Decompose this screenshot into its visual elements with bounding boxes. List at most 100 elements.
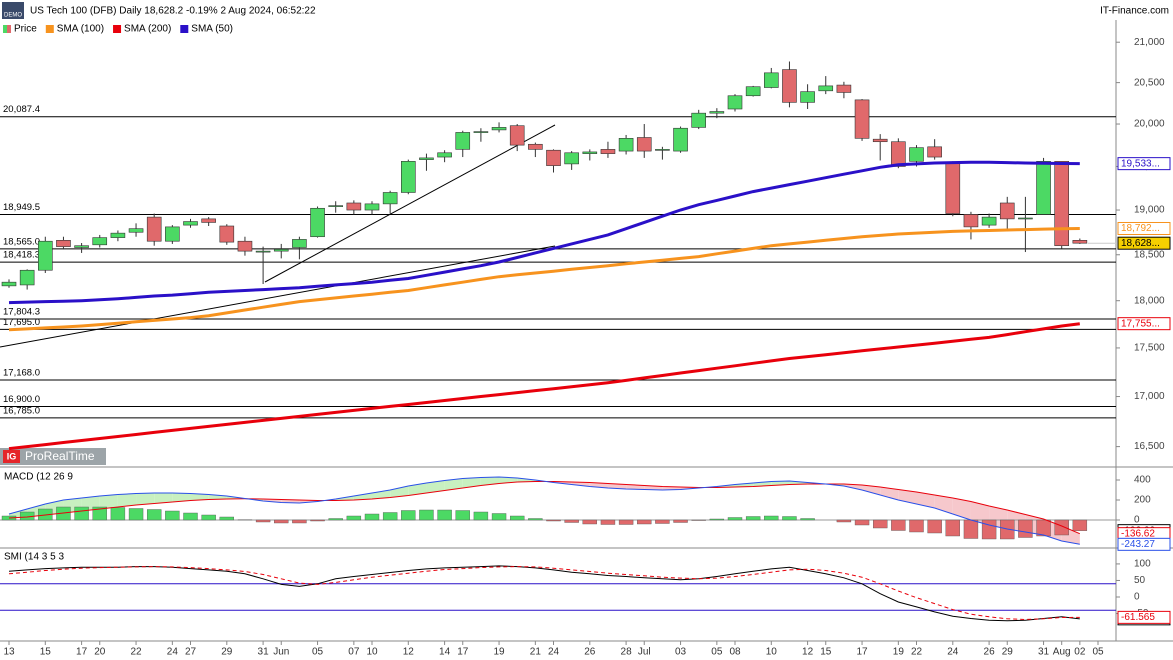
candle-body: [618, 138, 634, 152]
candle-body: [19, 269, 35, 286]
macd-bar: [963, 519, 979, 539]
x-tick-label: 14: [439, 647, 451, 658]
candle-body: [56, 240, 71, 247]
x-tick-label: 24: [947, 647, 959, 658]
candle-body: [346, 202, 362, 211]
candle-body: [509, 125, 525, 146]
macd-bar: [328, 518, 343, 521]
y-tick-label: 18,500: [1134, 249, 1165, 260]
candle-body: [37, 240, 53, 271]
candle-body: [310, 207, 325, 238]
x-tick-label: 05: [312, 647, 324, 658]
candle-body: [1, 281, 17, 287]
candle-body: [237, 240, 253, 252]
logo-brand: IG: [7, 451, 17, 461]
macd-fill: [154, 493, 173, 504]
candle-body: [400, 161, 416, 193]
panel-label-box: [2, 550, 76, 563]
last-value-label: 18,628...: [1121, 238, 1160, 249]
candle-body: [927, 146, 942, 158]
candle-body: [836, 84, 852, 93]
macd-bar: [110, 507, 126, 521]
macd-fill: [916, 492, 935, 508]
x-tick-label: 21: [530, 647, 542, 658]
candle-body: [74, 245, 89, 248]
macd-bar: [455, 510, 470, 521]
candle-body: [763, 72, 779, 88]
macd-bar: [981, 519, 997, 540]
macd-bar: [564, 519, 579, 523]
macd-bar: [364, 513, 380, 521]
x-tick-label: 28: [621, 647, 633, 658]
last-value-box: [1117, 610, 1171, 624]
last-value-label: -243.27: [1121, 539, 1155, 550]
x-tick-label: 13: [3, 647, 15, 658]
legend-swatch: [113, 25, 122, 33]
x-tick-label: 19: [493, 647, 505, 658]
macd-fill: [952, 498, 971, 520]
candle-body: [437, 152, 452, 158]
x-tick-label: Jul: [638, 647, 651, 658]
candle-body: [473, 131, 489, 133]
candle-body: [273, 249, 289, 252]
candle-body: [528, 143, 543, 150]
y-tick-label: 100: [1134, 559, 1151, 570]
x-tick-label: 22: [130, 647, 142, 658]
macd-bar: [836, 519, 852, 523]
last-value-box: [1117, 221, 1171, 235]
smi-line: [8, 566, 1080, 621]
candle-body: [745, 86, 761, 97]
candle-body: [491, 127, 507, 131]
macd-bar: [1072, 519, 1088, 531]
macd-bar: [201, 514, 216, 521]
macd-bar: [891, 519, 906, 531]
y-tick-label: 17,000: [1134, 391, 1165, 402]
last-value-label: -136.62: [1121, 528, 1155, 539]
macd-fill: [898, 489, 917, 504]
candle-body: [636, 137, 652, 152]
candle-body: [128, 228, 144, 233]
macd-fill: [390, 486, 409, 498]
legend-swatch: [7, 25, 11, 33]
demo-text: DEMO: [4, 13, 22, 19]
level-label: 18,949.5: [3, 202, 40, 213]
chart-title: US Tech 100 (DFB) Daily 18,628.2 -0.19% …: [30, 6, 316, 17]
x-tick-label: 31: [1038, 647, 1050, 658]
level-label: 16,785.0: [3, 405, 40, 416]
candle-body: [818, 85, 834, 92]
x-tick-label: 03: [675, 647, 687, 658]
legend-label: SMA (50): [191, 24, 233, 35]
last-value-label: -61.565: [1121, 612, 1155, 623]
x-tick-label: 22: [911, 647, 923, 658]
macd-bar: [346, 515, 362, 521]
last-value-box: [1117, 317, 1171, 331]
candle-body: [564, 152, 579, 165]
x-tick-label: 08: [729, 647, 741, 658]
trend-line: [264, 124, 556, 283]
y-tick-label: 17,500: [1134, 343, 1165, 354]
x-tick-label: 31: [258, 647, 270, 658]
x-tick-label: Aug: [1053, 647, 1071, 658]
macd-fill: [626, 484, 645, 490]
x-tick-label: 02: [1074, 647, 1086, 658]
candle-body: [1054, 161, 1069, 247]
x-tick-label: 20: [94, 647, 106, 658]
macd-bar: [1054, 519, 1069, 536]
smi-line: [8, 565, 1080, 622]
macd-bar: [146, 509, 162, 521]
x-tick-label: 29: [221, 647, 233, 658]
x-tick-label: 10: [766, 647, 778, 658]
candle-body: [455, 132, 471, 150]
macd-bar: [401, 510, 416, 521]
x-tick-label: 29: [1002, 647, 1014, 658]
last-value-label: 19,533...: [1121, 158, 1160, 169]
logo-mark: [3, 450, 20, 463]
x-tick-label: 05: [711, 647, 723, 658]
candle-body: [655, 149, 670, 151]
last-value-label: 18,792...: [1121, 223, 1160, 234]
y-tick-label: 50: [1134, 575, 1146, 586]
y-tick-label: 0: [1134, 592, 1140, 603]
x-tick-label: 26: [984, 647, 996, 658]
